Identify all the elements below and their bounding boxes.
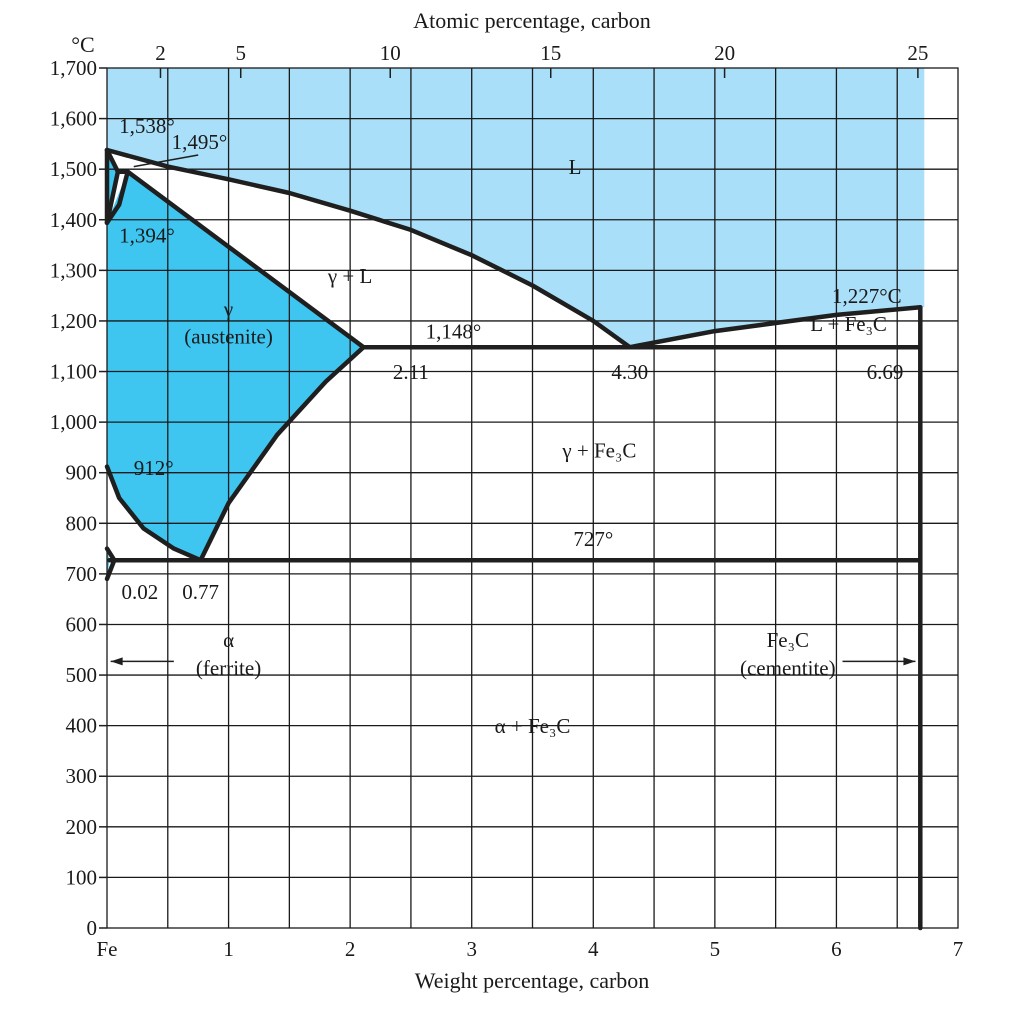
annotation-label: (austenite) — [184, 325, 273, 349]
y-tick-label: 400 — [66, 714, 98, 738]
delta-gamma-line — [104, 169, 130, 226]
y-tick-label: 100 — [66, 865, 98, 889]
annotation-label: α + Fe₃C — [495, 714, 571, 738]
annotation-label: 2.11 — [393, 360, 429, 384]
y-tick-label: 1,400 — [50, 208, 97, 232]
x-tick-label: 1 — [223, 937, 234, 961]
top-tick-label: 5 — [235, 41, 246, 65]
annotation-label: Fe₃C — [767, 628, 809, 652]
annotation-label: (ferrite) — [196, 656, 261, 680]
top-tick-label: 10 — [380, 41, 401, 65]
y-tick-label: 1,000 — [50, 410, 97, 434]
annotation-label: 6.69 — [867, 360, 904, 384]
annotation-label: 1,148° — [426, 320, 482, 344]
top-tick-label: 15 — [540, 41, 561, 65]
top-tick-label: 2 — [155, 41, 166, 65]
annotation-label: 727° — [573, 527, 613, 551]
x-tick-label: 6 — [831, 937, 842, 961]
annotation-label: γ + Fe₃C — [561, 439, 636, 463]
annotation-label: 0.02 — [121, 580, 158, 604]
top-axis-ticks: 2 5 10 15 20 25 — [155, 41, 928, 78]
y-tick-label: 200 — [66, 815, 98, 839]
y-axis-ticks: 0 100 200 300 400 500 600 700 800 900 1,000 1,100 1,… — [50, 56, 107, 940]
solvus-acm-line — [198, 344, 366, 563]
annotation-label: L + Fe₃C — [810, 312, 887, 336]
x-tick-label: 7 — [953, 937, 964, 961]
annotation-label: (cementite) — [740, 656, 836, 680]
solidus-gamma-line — [125, 169, 366, 350]
annotation-label: L — [569, 155, 582, 179]
y-tick-label: 1,100 — [50, 360, 97, 384]
annotation-label: α — [223, 628, 234, 652]
austenite-region — [107, 171, 364, 561]
top-tick-label: 20 — [714, 41, 735, 65]
y-tick-label: 1,700 — [50, 56, 97, 80]
x-tick-label: 5 — [710, 937, 721, 961]
liquidus-line — [104, 147, 633, 350]
y-tick-label: 1,500 — [50, 157, 97, 181]
annotation-label: 912° — [134, 456, 174, 480]
y-tick-label: 700 — [66, 562, 98, 586]
a3-line — [104, 464, 203, 563]
x-axis-ticks: Fe 1 2 3 4 5 6 7 — [97, 937, 964, 961]
annotation-label: 1,538° — [119, 114, 175, 138]
y-tick-label: 900 — [66, 461, 98, 485]
ferrite-arrow-head — [110, 657, 123, 666]
grid-lines — [106, 67, 959, 929]
cementite-arrow-head — [903, 657, 916, 666]
liquidus-fe3c-line — [627, 305, 923, 350]
liquid-region — [107, 68, 925, 348]
x-axis-label: Weight percentage, carbon — [415, 968, 650, 993]
x-tick-label: 3 — [466, 937, 477, 961]
top-axis-label: Atomic percentage, carbon — [413, 8, 651, 33]
x-tick-label: Fe — [97, 937, 118, 961]
phase-boundaries — [104, 147, 923, 931]
annotation-label: γ + L — [327, 264, 372, 288]
y-tick-label: 800 — [66, 511, 98, 535]
annotation-label: 4.30 — [611, 360, 648, 384]
y-tick-label: 500 — [66, 663, 98, 687]
annotation-label: γ — [223, 297, 233, 321]
annotation-label: 1,227°C — [832, 284, 902, 308]
phase-annotations: 1,538°1,495° L 1,394° γ + L 1,227°C γ (austeni… — [119, 114, 903, 738]
annotation-label: 0.77 — [182, 580, 219, 604]
leader-1495 — [133, 154, 199, 168]
y-tick-label: 1,300 — [50, 258, 97, 282]
alpha-solvus-line — [104, 546, 117, 582]
top-tick-label: 25 — [907, 41, 928, 65]
y-tick-label: 1,200 — [50, 309, 97, 333]
y-tick-label: 1,600 — [50, 107, 97, 131]
annotation-label: 1,394° — [119, 224, 175, 248]
y-tick-label: 0 — [87, 916, 98, 940]
y-tick-label: 300 — [66, 764, 98, 788]
y-tick-label: 600 — [66, 612, 98, 636]
x-tick-label: 2 — [345, 937, 356, 961]
x-tick-label: 4 — [588, 937, 599, 961]
y-axis-unit: °C — [71, 32, 94, 57]
annotation-label: 1,495° — [172, 130, 228, 154]
